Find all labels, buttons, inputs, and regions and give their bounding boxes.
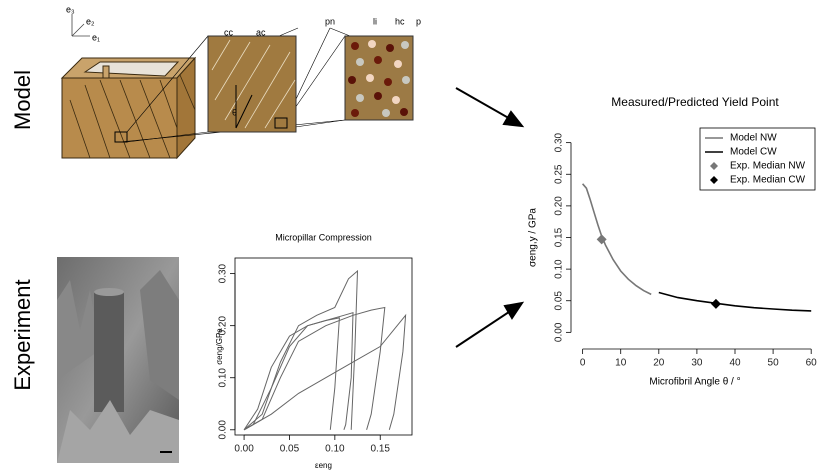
data-line [658, 291, 812, 312]
y-tick-label: 0.15 [554, 227, 565, 247]
y-tick-label: 0.10 [218, 368, 229, 388]
cell-model [60, 56, 197, 160]
x-tick-label: 0.10 [325, 444, 345, 455]
model-label: li [373, 16, 377, 26]
composite-detail [344, 35, 414, 121]
legend-symbol [710, 176, 718, 184]
y-tick-label: 0.05 [554, 291, 565, 311]
y-tick-label: 0.20 [554, 196, 565, 216]
y-tick-label: 0.30 [554, 132, 565, 152]
model-label: θ [232, 107, 237, 117]
y-tick-label: 0.10 [554, 259, 565, 279]
chart-title: Micropillar Compression [275, 232, 372, 242]
y-tick-label: 0.00 [218, 420, 229, 440]
axis-symbol: e₂ [86, 16, 95, 26]
data-line [243, 313, 407, 431]
panel-label: Model [10, 70, 35, 130]
x-tick-label: 50 [768, 358, 780, 369]
x-tick-label: 20 [653, 358, 665, 369]
y-tick-label: 0.25 [554, 164, 565, 184]
legend-label: Exp. Median CW [730, 175, 806, 186]
y-tick-label: 0.00 [554, 322, 565, 342]
coordinate-icon [71, 14, 90, 37]
x-tick-label: 10 [615, 358, 627, 369]
model-label: pn [325, 16, 335, 26]
y-tick-label: 0.30 [218, 263, 229, 283]
model-label: cc [224, 27, 234, 37]
legend-label: Model NW [730, 133, 777, 144]
layer-detail [207, 35, 297, 133]
data-line [243, 269, 359, 431]
axis-symbol: e₁ [92, 32, 100, 42]
x-tick-label: 30 [691, 358, 703, 369]
model-label: ac [256, 27, 266, 37]
model-label: hc [395, 16, 405, 26]
legend-symbol [710, 162, 718, 170]
chart-title: Measured/Predicted Yield Point [611, 95, 779, 109]
data-point [710, 298, 721, 309]
y-axis-label: σeng/GPa [215, 328, 224, 365]
x-tick-label: 0 [580, 358, 586, 369]
x-tick-label: 0.05 [280, 444, 300, 455]
data-line [243, 317, 340, 431]
y-tick-label: 0.20 [218, 316, 229, 336]
x-tick-label: 0.15 [370, 444, 390, 455]
x-axis-label: Microfibril Angle θ / ° [649, 377, 740, 388]
data-point [596, 234, 607, 245]
sem-image [57, 257, 179, 463]
arrow [455, 87, 525, 348]
axis-symbol: e₃ [66, 4, 75, 14]
x-axis-label: εeng [315, 461, 332, 470]
data-line [243, 306, 386, 431]
model-label: p [416, 16, 421, 26]
x-tick-label: 40 [729, 358, 741, 369]
x-tick-label: 60 [806, 358, 817, 369]
x-tick-label: 0.00 [234, 444, 254, 455]
legend-label: Model CW [730, 147, 777, 158]
y-axis-label: σeng,y / GPa [528, 208, 539, 267]
data-line [581, 183, 652, 296]
legend-label: Exp. Median NW [730, 161, 806, 172]
panel-label: Experiment [10, 279, 35, 390]
